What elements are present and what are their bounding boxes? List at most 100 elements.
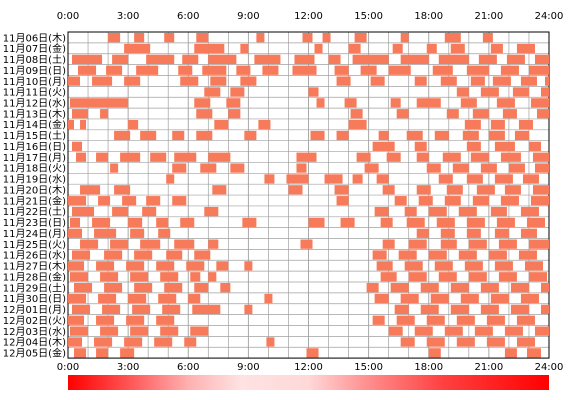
activity-segment: [418, 196, 433, 206]
activity-segment: [76, 152, 87, 162]
activity-segment: [478, 54, 497, 65]
activity-segment: [128, 119, 139, 130]
activity-segment: [416, 152, 429, 162]
activity-segment: [400, 293, 419, 304]
activity-segment: [212, 185, 227, 195]
activity-segment: [228, 109, 241, 119]
row-label: 11月09日(日): [3, 65, 66, 77]
activity-segment: [400, 337, 415, 347]
activity-segment: [128, 217, 143, 228]
activity-segment: [466, 174, 483, 184]
activity-segment: [434, 130, 449, 141]
row-label: 11月19日(水): [3, 174, 66, 186]
activity-segment: [504, 326, 523, 336]
activity-segment: [500, 65, 519, 75]
activity-segment: [480, 283, 499, 293]
row-label: 12月03日(水): [3, 326, 66, 338]
activity-segment: [516, 43, 535, 54]
activity-segment: [74, 283, 93, 293]
activity-segment: [544, 76, 549, 86]
activity-segment: [306, 348, 319, 358]
bottom-axis-ticks: 0:00 3:00 6:00 9:00 12:00 15:00 18:00 21:00 24:0…: [57, 362, 564, 373]
activity-segment: [466, 228, 481, 238]
activity-segment: [266, 337, 275, 347]
segments-layer: [68, 33, 549, 358]
activity-segment: [416, 185, 431, 195]
activity-segment: [526, 348, 541, 358]
activity-segment: [508, 163, 525, 173]
activity-segment: [520, 228, 537, 238]
activity-segment: [532, 152, 549, 162]
row-label: 12月01日(月): [3, 304, 66, 316]
activity-segment: [68, 228, 83, 238]
bottom-tick-label: 6:00: [177, 362, 199, 373]
activity-segment: [340, 217, 355, 228]
activity-segment: [480, 87, 499, 97]
top-tick-label: 24:00: [535, 11, 564, 22]
activity-segment: [72, 54, 103, 65]
activity-segment: [92, 217, 111, 228]
row-label: 11月23日(日): [3, 217, 66, 229]
activity-segment: [452, 163, 469, 173]
activity-segment: [456, 87, 469, 97]
activity-segment: [498, 272, 517, 282]
activity-segment: [500, 152, 521, 162]
activity-segment: [310, 130, 325, 141]
row-labels: 11月06日(木)11月07日(金)11月08日(土)11月09日(日)11月1…: [3, 32, 66, 359]
top-tick-label: 6:00: [177, 11, 199, 22]
row-label: 11月16日(日): [3, 141, 66, 153]
activity-segment: [78, 65, 97, 75]
activity-segment: [264, 174, 275, 184]
plot-frame: [67, 31, 550, 359]
activity-segment: [204, 206, 219, 217]
activity-segment: [254, 54, 281, 65]
activity-segment: [100, 326, 119, 336]
activity-segment: [376, 261, 393, 271]
activity-segment: [126, 315, 145, 325]
activity-segment: [96, 348, 109, 358]
activity-segment: [114, 185, 131, 195]
activity-segment: [204, 87, 221, 97]
activity-segment: [382, 185, 395, 195]
activity-segment: [378, 130, 389, 141]
top-tick-label: 9:00: [237, 11, 259, 22]
activity-segment: [134, 283, 153, 293]
activity-segment: [132, 304, 151, 315]
activity-segment: [500, 196, 519, 206]
activity-segment: [220, 283, 231, 293]
activity-segment: [464, 261, 483, 271]
row-label: 12月05日(金): [3, 347, 66, 360]
activity-segment: [208, 239, 219, 249]
activity-segment: [470, 152, 489, 162]
activity-segment: [150, 152, 167, 162]
row-label: 11月10日(月): [3, 76, 66, 88]
activity-segment: [334, 65, 349, 75]
activity-segment: [482, 33, 493, 43]
top-tick-label: 18:00: [414, 11, 443, 22]
activity-segment: [502, 109, 517, 119]
activity-segment: [244, 130, 257, 141]
activity-segment: [450, 43, 465, 54]
activity-segment: [386, 152, 401, 162]
activity-segment: [214, 119, 229, 130]
activity-segment: [80, 185, 101, 195]
activity-segment: [506, 54, 525, 65]
activity-segment: [490, 206, 507, 217]
activity-segment: [300, 239, 313, 249]
activity-segment: [196, 33, 209, 43]
activity-segment: [162, 304, 181, 315]
bottom-tick-label: 0:00: [57, 362, 79, 373]
activity-segment: [240, 76, 257, 86]
activity-segment: [446, 109, 459, 119]
activity-segment: [208, 152, 231, 162]
activity-segment: [194, 250, 211, 260]
activity-segment: [426, 43, 437, 54]
activity-segment: [296, 152, 317, 162]
activity-segment: [420, 283, 439, 293]
activity-segment: [178, 65, 193, 75]
activity-segment: [180, 217, 195, 228]
activity-segment: [216, 261, 229, 271]
activity-segment: [154, 337, 173, 347]
activity-segment: [98, 293, 117, 304]
activity-segment: [354, 33, 367, 43]
